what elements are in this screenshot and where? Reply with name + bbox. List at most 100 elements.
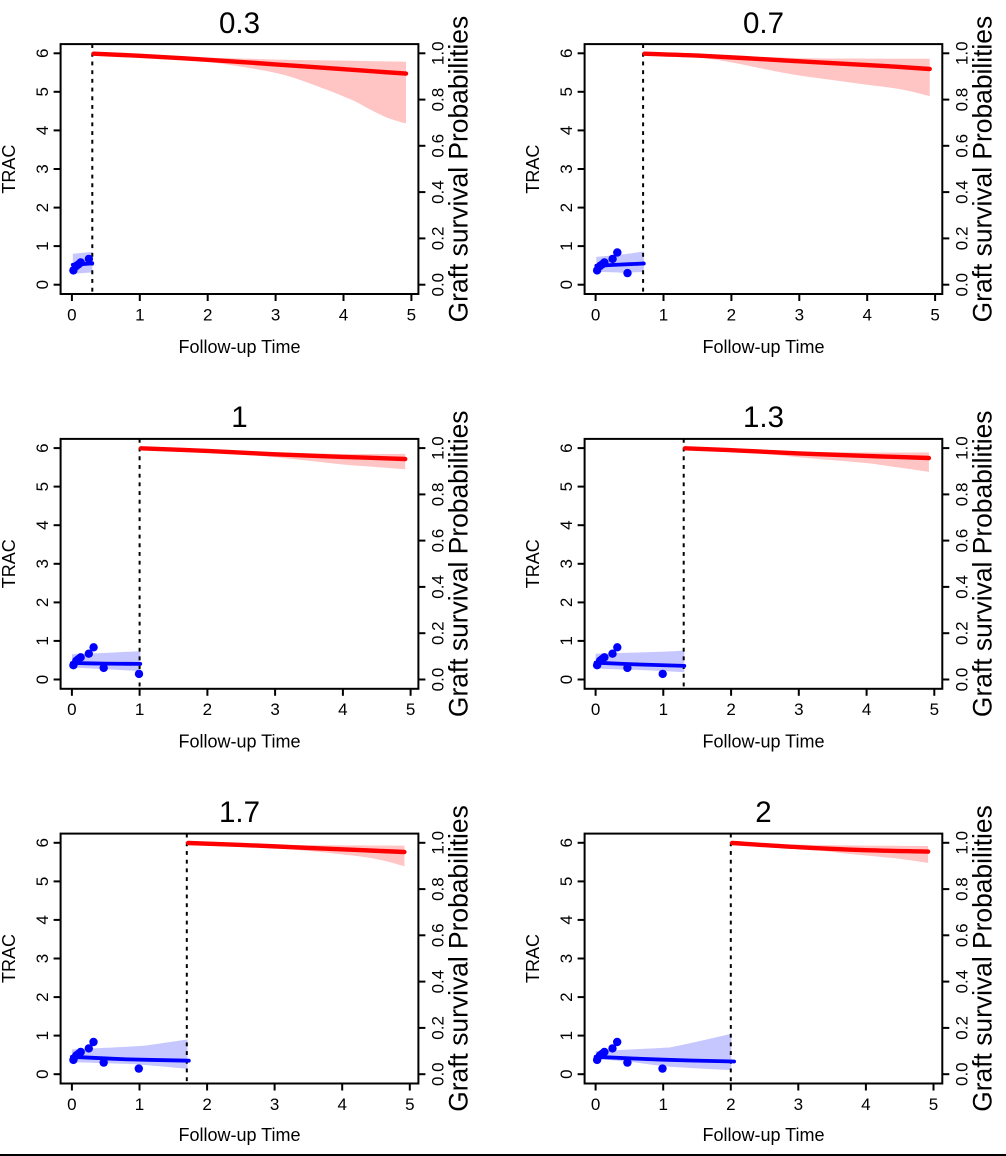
svg-text:5: 5 <box>557 482 576 491</box>
svg-text:2: 2 <box>557 992 576 1001</box>
svg-text:0.3: 0.3 <box>219 7 260 40</box>
svg-text:0.6: 0.6 <box>429 134 448 158</box>
svg-text:5: 5 <box>33 877 52 886</box>
svg-text:1: 1 <box>33 241 52 250</box>
svg-text:0.0: 0.0 <box>429 1062 448 1086</box>
svg-text:3: 3 <box>557 559 576 568</box>
svg-text:Graft survival Probabilities: Graft survival Probabilities <box>967 16 997 323</box>
svg-text:0.7: 0.7 <box>743 7 784 40</box>
svg-text:1.3: 1.3 <box>743 401 784 434</box>
svg-text:5: 5 <box>557 877 576 886</box>
svg-text:3: 3 <box>33 559 52 568</box>
svg-text:4: 4 <box>862 700 871 719</box>
svg-text:4: 4 <box>557 126 576 135</box>
svg-text:3: 3 <box>271 305 280 324</box>
svg-text:Graft survival Probabilities: Graft survival Probabilities <box>444 805 474 1112</box>
svg-text:2: 2 <box>727 305 736 324</box>
svg-text:1.0: 1.0 <box>953 831 972 855</box>
svg-text:Graft survival Probabilities: Graft survival Probabilities <box>444 411 474 718</box>
svg-text:0.0: 0.0 <box>953 273 972 297</box>
svg-text:3: 3 <box>795 305 804 324</box>
svg-text:1.0: 1.0 <box>429 831 448 855</box>
svg-text:2: 2 <box>557 598 576 607</box>
svg-text:3: 3 <box>270 700 279 719</box>
svg-text:2: 2 <box>33 992 52 1001</box>
svg-text:TRAC: TRAC <box>523 934 543 983</box>
svg-text:0.6: 0.6 <box>429 529 448 553</box>
svg-text:2: 2 <box>202 1095 211 1114</box>
svg-text:0: 0 <box>557 675 576 684</box>
svg-text:0.4: 0.4 <box>429 575 448 599</box>
svg-text:0: 0 <box>33 280 52 289</box>
svg-text:Follow-up Time: Follow-up Time <box>702 731 824 751</box>
svg-text:2: 2 <box>203 305 212 324</box>
svg-text:6: 6 <box>33 49 52 58</box>
svg-text:TRAC: TRAC <box>0 539 19 588</box>
svg-text:1: 1 <box>658 1095 667 1114</box>
svg-text:2: 2 <box>203 700 212 719</box>
svg-text:0.8: 0.8 <box>953 88 972 112</box>
svg-text:2: 2 <box>755 796 771 829</box>
svg-text:1.0: 1.0 <box>953 436 972 460</box>
svg-text:1.0: 1.0 <box>953 41 972 65</box>
svg-text:1: 1 <box>135 700 144 719</box>
svg-text:0.2: 0.2 <box>429 227 448 251</box>
svg-text:6: 6 <box>557 443 576 452</box>
svg-text:3: 3 <box>33 954 52 963</box>
svg-text:1: 1 <box>135 1095 144 1114</box>
svg-text:0: 0 <box>557 1069 576 1078</box>
svg-text:0: 0 <box>67 305 76 324</box>
svg-text:2: 2 <box>726 700 735 719</box>
svg-text:0: 0 <box>33 675 52 684</box>
svg-text:0.0: 0.0 <box>429 668 448 692</box>
svg-text:4: 4 <box>557 520 576 529</box>
svg-text:Follow-up Time: Follow-up Time <box>702 337 824 357</box>
svg-text:6: 6 <box>33 443 52 452</box>
svg-text:5: 5 <box>557 87 576 96</box>
svg-text:0.2: 0.2 <box>953 1016 972 1040</box>
svg-text:0.6: 0.6 <box>429 923 448 947</box>
svg-text:0.4: 0.4 <box>429 970 448 994</box>
svg-text:TRAC: TRAC <box>523 145 543 194</box>
svg-text:3: 3 <box>794 1095 803 1114</box>
svg-text:4: 4 <box>339 305 348 324</box>
svg-text:2: 2 <box>557 203 576 212</box>
svg-text:0.4: 0.4 <box>953 180 972 204</box>
svg-text:4: 4 <box>557 915 576 924</box>
svg-text:6: 6 <box>33 838 52 847</box>
svg-text:2: 2 <box>726 1095 735 1114</box>
svg-text:4: 4 <box>33 520 52 529</box>
svg-text:3: 3 <box>794 700 803 719</box>
svg-text:Graft survival Probabilities: Graft survival Probabilities <box>444 16 474 323</box>
svg-text:6: 6 <box>557 838 576 847</box>
svg-text:0.0: 0.0 <box>953 668 972 692</box>
svg-text:1: 1 <box>659 305 668 324</box>
svg-text:Graft survival Probabilities: Graft survival Probabilities <box>967 805 997 1112</box>
svg-text:1: 1 <box>135 305 144 324</box>
svg-text:1.7: 1.7 <box>219 796 260 829</box>
svg-text:0.8: 0.8 <box>953 483 972 507</box>
svg-text:0: 0 <box>67 1095 76 1114</box>
svg-text:5: 5 <box>406 700 415 719</box>
svg-text:4: 4 <box>862 305 871 324</box>
svg-text:Follow-up Time: Follow-up Time <box>178 337 300 357</box>
svg-text:5: 5 <box>930 700 939 719</box>
svg-text:5: 5 <box>930 305 939 324</box>
svg-text:0: 0 <box>591 700 600 719</box>
svg-text:5: 5 <box>929 1095 938 1114</box>
svg-text:Follow-up Time: Follow-up Time <box>178 731 300 751</box>
svg-text:5: 5 <box>33 482 52 491</box>
svg-text:0.2: 0.2 <box>953 621 972 645</box>
svg-text:0.4: 0.4 <box>429 180 448 204</box>
svg-text:0.2: 0.2 <box>429 621 448 645</box>
svg-text:1: 1 <box>557 636 576 645</box>
svg-text:0.8: 0.8 <box>429 88 448 112</box>
svg-text:1: 1 <box>33 636 52 645</box>
svg-text:4: 4 <box>337 1095 346 1114</box>
svg-text:5: 5 <box>405 1095 414 1114</box>
svg-text:Follow-up Time: Follow-up Time <box>702 1125 824 1145</box>
svg-text:4: 4 <box>33 915 52 924</box>
svg-text:0.8: 0.8 <box>429 483 448 507</box>
svg-text:1: 1 <box>557 241 576 250</box>
svg-text:0.4: 0.4 <box>953 575 972 599</box>
